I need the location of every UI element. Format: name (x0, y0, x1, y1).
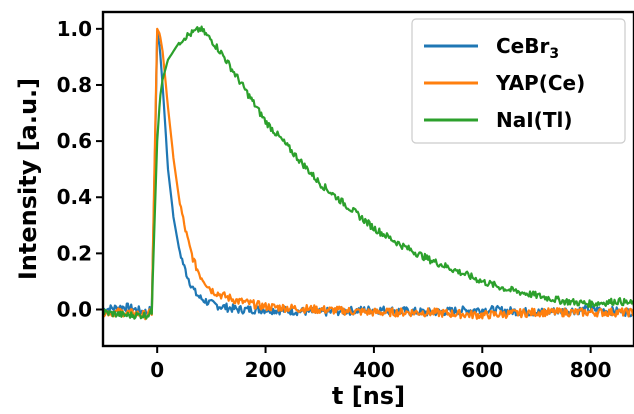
y-axis-label: Intensity [a.u.] (14, 78, 42, 280)
ticks-layer: 0 200 400 600 800 0.0 0.2 0.4 0.6 0.8 1.0 (57, 17, 612, 382)
y-tick-label: 0.0 (57, 298, 92, 322)
x-axis-label: t [ns] (332, 382, 405, 410)
legend-label-subscript: 3 (549, 46, 559, 62)
legend-label-1: YAP(Ce) (495, 71, 585, 95)
x-tick-label: 200 (245, 358, 287, 382)
legend: CeBr3 YAP(Ce) NaI(Tl) (411, 18, 626, 144)
x-tick-label: 800 (570, 358, 612, 382)
legend-label-2: NaI(Tl) (496, 108, 572, 132)
x-tick-label: 400 (353, 358, 395, 382)
y-tick-label: 0.2 (57, 241, 92, 265)
y-tick-label: 1.0 (57, 17, 92, 41)
series-line-2 (103, 25, 634, 320)
series-line-1 (103, 27, 634, 321)
series-layer (103, 25, 634, 321)
legend-label-0: CeBr3 (496, 34, 559, 62)
x-tick-label: 0 (150, 358, 164, 382)
x-tick-label: 600 (461, 358, 503, 382)
y-tick-label: 0.6 (57, 129, 92, 153)
plot-frame (101, 10, 634, 348)
legend-box (411, 18, 626, 144)
y-tick-label: 0.4 (57, 185, 92, 209)
y-tick-label: 0.8 (57, 73, 92, 97)
